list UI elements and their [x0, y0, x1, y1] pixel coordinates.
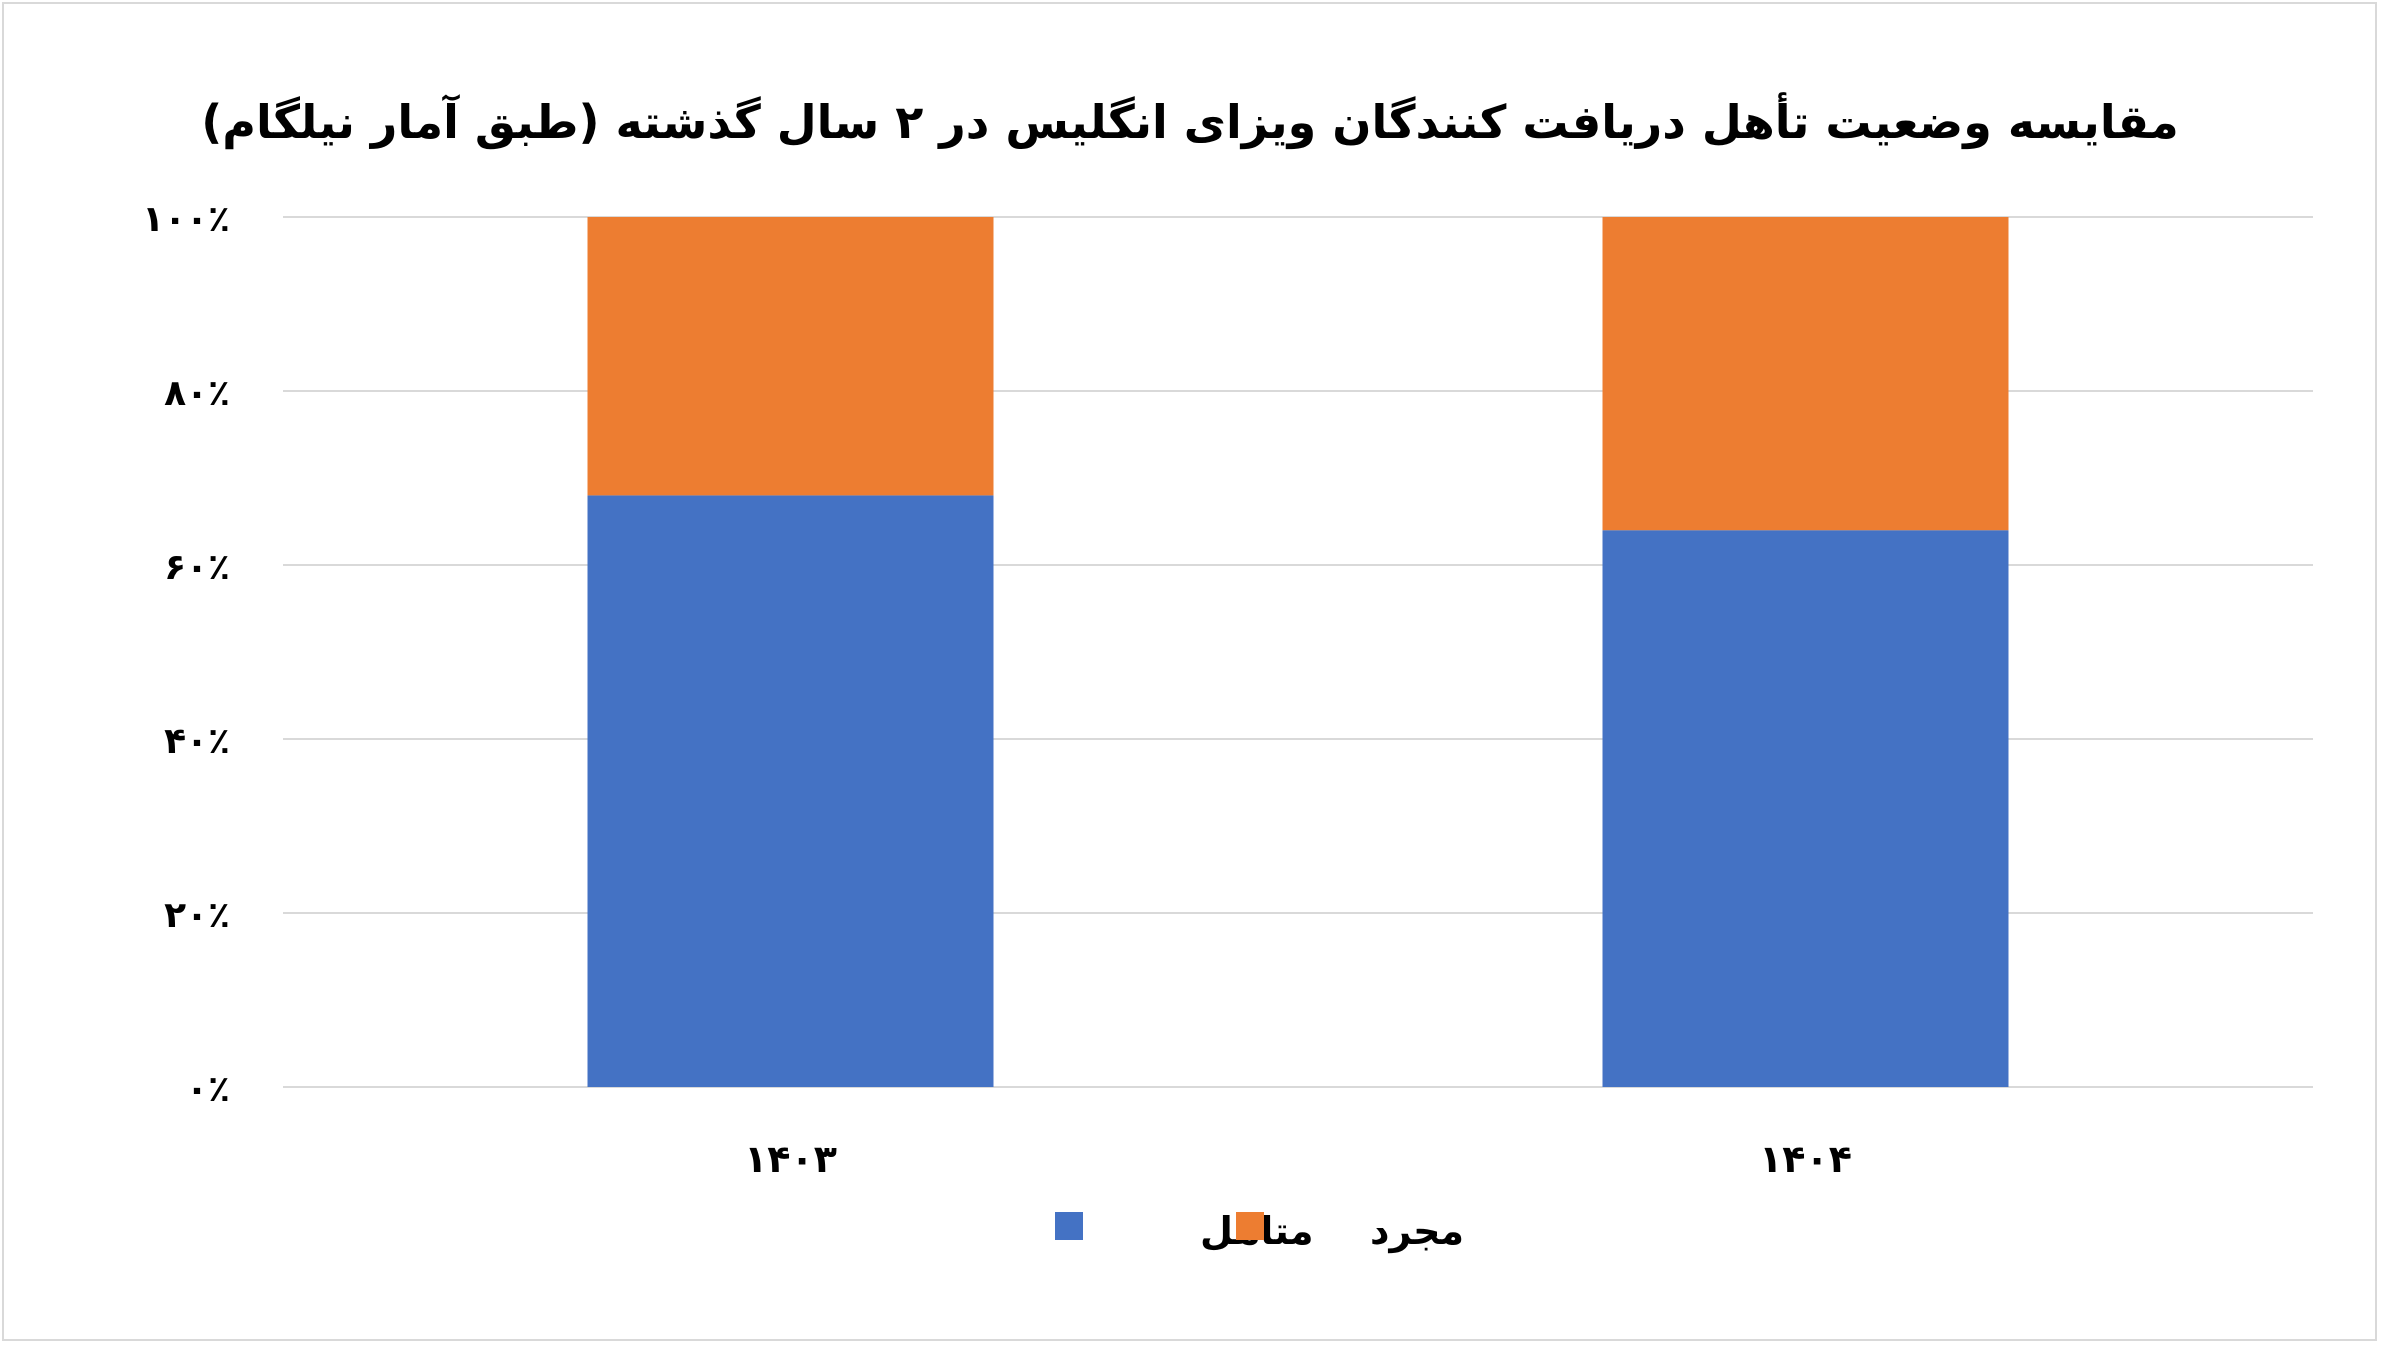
legend-swatch — [1055, 1212, 1083, 1240]
y-tick-label: ۴۰٪ — [164, 721, 230, 762]
legend-swatch — [1236, 1212, 1264, 1240]
y-tick-label: ۱۰۰٪ — [142, 199, 230, 240]
y-tick-label: ۰٪ — [186, 1069, 230, 1110]
y-tick-label: ۲۰٪ — [164, 895, 230, 936]
y-tick-label: ۸۰٪ — [164, 373, 230, 414]
chart-title: مقایسه وضعیت تأهل دریافت کنندگان ویزای ا… — [201, 92, 2178, 149]
bar-married-0 — [587, 495, 994, 1087]
legend-label: مجرد — [1370, 1209, 1464, 1253]
y-tick-label: ۶۰٪ — [164, 547, 230, 588]
x-tick-label: ۱۴۰۴ — [1759, 1137, 1852, 1181]
bar-single-1 — [1602, 217, 2009, 531]
bar-married-1 — [1602, 530, 2009, 1087]
bar-single-0 — [587, 217, 994, 496]
x-tick-label: ۱۴۰۳ — [744, 1137, 837, 1181]
